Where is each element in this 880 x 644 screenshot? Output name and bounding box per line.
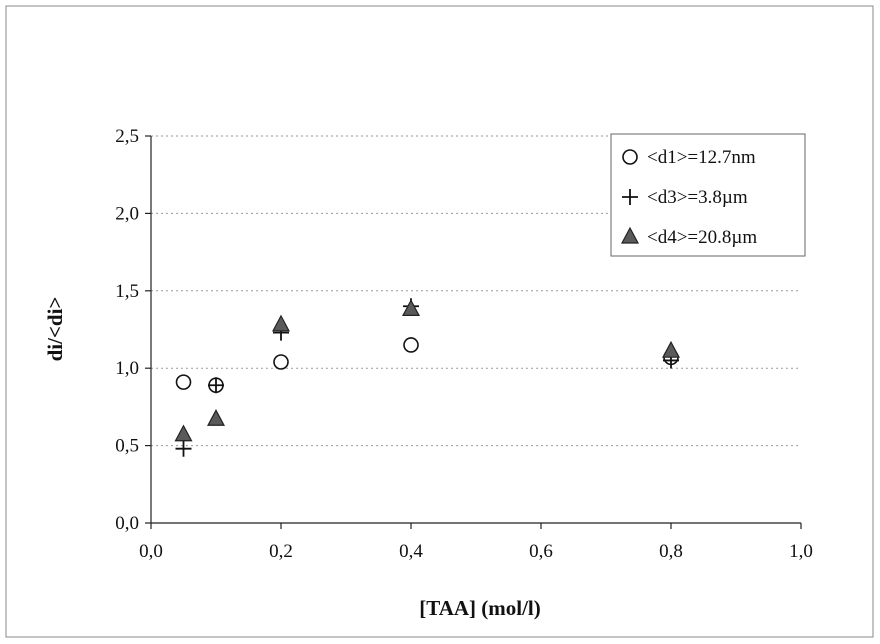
y-tick-label: 2,5 [115, 126, 139, 147]
data-point-d4 [207, 409, 225, 426]
data-point-d3 [208, 377, 224, 394]
y-tick-label: 1,0 [115, 358, 139, 379]
y-tick-label: 2,0 [115, 203, 139, 224]
data-point-d1 [403, 337, 419, 353]
x-tick-label: 1,0 [789, 541, 813, 562]
x-tick-label: 0,0 [139, 541, 163, 562]
x-tick-label: 0,6 [529, 541, 553, 562]
data-point-d4 [662, 340, 680, 358]
y-tick-label: 0,0 [115, 513, 139, 534]
axes [145, 135, 802, 529]
legend-label-d3: <d3>=3.8µm [647, 187, 748, 208]
data-point-d4 [272, 314, 290, 332]
x-axis-title: [TAA] (mol/l) [419, 596, 541, 620]
legend-label-d4: <d4>=20.8µm [647, 227, 757, 248]
data-point-d4 [402, 299, 420, 316]
legend-marker-d3 [622, 189, 638, 205]
legend: <d1>=12.7nm <d3>=3.8µm <d4>=20.8µm [610, 133, 806, 257]
data-points [174, 298, 680, 457]
y-axis-title: di/<di> [43, 297, 67, 362]
legend-markers [621, 149, 639, 244]
legend-marker-d4 [621, 226, 639, 244]
tick-labels: 0,0 0,5 1,0 1,5 2,0 2,5 0,0 0,2 0,4 0,6 0,8 1,0 [115, 126, 813, 562]
y-tick-label: 1,5 [115, 281, 139, 302]
x-tick-label: 0,4 [399, 541, 423, 562]
chart-frame [5, 5, 874, 638]
data-point-d3 [175, 440, 192, 457]
legend-marker-d1 [622, 149, 638, 165]
legend-label-d1: <d1>=12.7nm [647, 147, 756, 168]
x-tick-label: 0,2 [269, 541, 293, 562]
legend-box [610, 133, 806, 257]
data-point-d4 [174, 424, 193, 442]
data-point-d1 [175, 374, 192, 390]
data-point-d1 [273, 354, 289, 370]
y-tick-label: 0,5 [115, 436, 139, 457]
x-tick-label: 0,8 [659, 541, 683, 562]
